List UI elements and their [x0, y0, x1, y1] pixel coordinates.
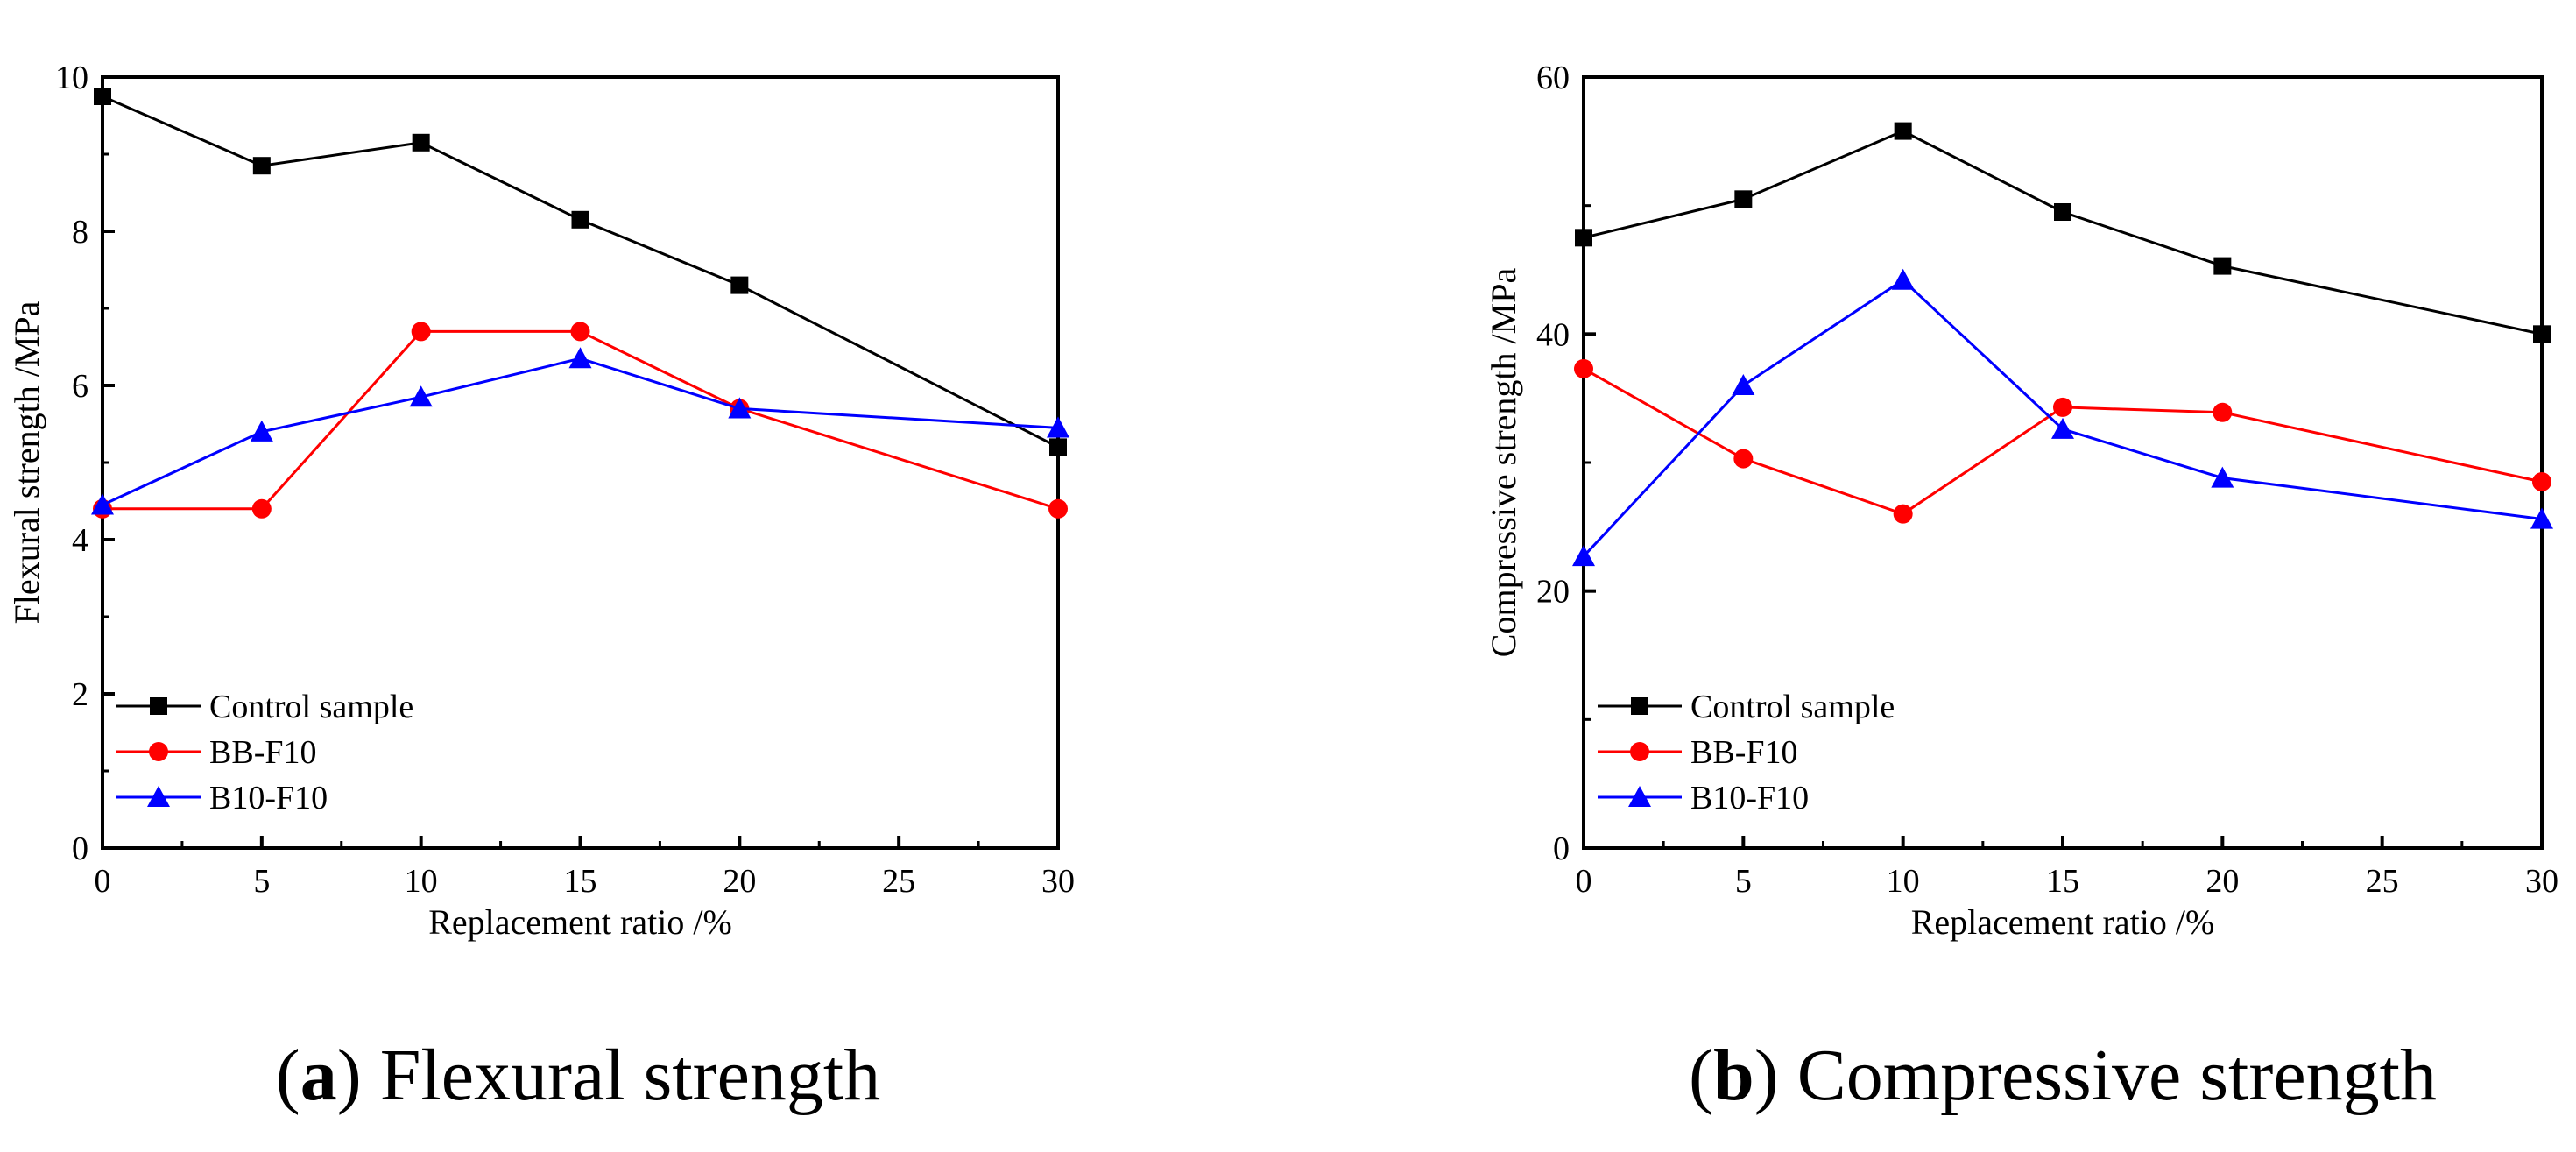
- series-line-1: [102, 329, 1059, 511]
- data-point: [412, 133, 430, 152]
- legend-label: Control sample: [209, 689, 413, 725]
- figure-caption: (b) Compressive strength: [1689, 1035, 2437, 1116]
- series-line-0: [1583, 129, 2543, 336]
- y-tick-label: 10: [55, 60, 88, 96]
- legend-marker: [1628, 786, 1651, 808]
- data-point: [571, 210, 589, 229]
- data-point: [1733, 449, 1754, 469]
- legend-marker: [1630, 742, 1649, 761]
- legend-label: BB-F10: [209, 734, 316, 771]
- data-point: [1734, 190, 1753, 208]
- legend-marker: [1631, 697, 1648, 715]
- data-point: [250, 420, 273, 442]
- caption-paren-open: (: [1689, 1035, 1713, 1116]
- data-point: [94, 88, 111, 105]
- plot-frame: [1582, 75, 2544, 850]
- x-tick-label: 30: [1041, 863, 1075, 900]
- legend-marker: [147, 786, 170, 808]
- data-point: [1894, 122, 1912, 140]
- series-line-2: [1582, 278, 2543, 558]
- data-point: [2213, 257, 2232, 275]
- y-tick-label: 40: [1536, 316, 1570, 353]
- data-point: [91, 493, 114, 515]
- series-line-1: [1583, 367, 2543, 516]
- caption-text: Flexural strength: [380, 1035, 881, 1116]
- data-point: [1574, 358, 1593, 378]
- caption-paren-close: ): [1754, 1035, 1797, 1116]
- x-tick-label: 20: [2205, 863, 2239, 900]
- legend-label: B10-F10: [1690, 780, 1809, 816]
- data-point: [1893, 504, 1913, 524]
- data-point: [2051, 417, 2074, 439]
- y-tick-label: 60: [1536, 60, 1570, 96]
- data-point: [2053, 397, 2072, 417]
- data-point: [2211, 466, 2234, 488]
- y-tick-label: 2: [72, 676, 88, 713]
- data-point: [2213, 402, 2233, 422]
- x-tick-label: 0: [95, 863, 111, 900]
- compressive-strength-chart: 0 5 10 15 20 25 30 0 20 40 60 Replacement ratio /% C…: [1484, 60, 2558, 1116]
- x-tick-label: 15: [2046, 863, 2079, 900]
- caption-paren-open: (: [276, 1035, 300, 1116]
- data-point: [409, 385, 433, 407]
- caption-letter: b: [1713, 1035, 1754, 1116]
- data-point: [728, 397, 752, 419]
- x-tick-label: 5: [253, 863, 270, 900]
- x-tick-label: 5: [1735, 863, 1752, 900]
- data-point: [1049, 438, 1067, 456]
- x-tick-label: 15: [564, 863, 597, 900]
- caption-letter: a: [300, 1035, 337, 1116]
- y-tick-label: 6: [72, 368, 88, 405]
- x-tick-label: 30: [2525, 863, 2558, 900]
- y-axis-label: Compressive strength /MPa: [1484, 268, 1523, 658]
- data-point: [2530, 507, 2553, 529]
- data-point: [1891, 268, 1915, 290]
- y-tick-label: 8: [72, 214, 88, 251]
- legend-label: B10-F10: [209, 780, 328, 816]
- data-point: [1575, 229, 1592, 247]
- series-line-2: [102, 357, 1059, 506]
- legend-label: Control sample: [1690, 689, 1895, 725]
- data-point: [730, 276, 749, 294]
- legend-marker: [149, 742, 168, 761]
- data-point: [1048, 498, 1068, 519]
- data-point: [251, 498, 272, 519]
- x-tick-label: 25: [882, 863, 915, 900]
- x-tick-label: 25: [2366, 863, 2399, 900]
- x-tick-label: 10: [1887, 863, 1920, 900]
- y-tick-label: 0: [1553, 830, 1570, 867]
- data-point: [1732, 374, 1755, 396]
- legend-marker: [150, 697, 167, 715]
- legend-label: BB-F10: [1690, 734, 1797, 771]
- data-point: [2054, 203, 2071, 221]
- series-line-0: [102, 95, 1059, 449]
- data-point: [2532, 472, 2551, 491]
- data-point: [1047, 416, 1069, 438]
- data-point: [252, 157, 271, 175]
- data-point: [570, 322, 590, 342]
- x-axis-label: Replacement ratio /%: [1911, 902, 2215, 942]
- x-tick-label: 0: [1576, 863, 1592, 900]
- data-point: [568, 347, 592, 369]
- caption-paren-close: ): [337, 1035, 380, 1116]
- y-tick-label: 0: [72, 830, 88, 867]
- figure-caption: (a) Flexural strength: [276, 1035, 881, 1116]
- x-tick-label: 10: [405, 863, 438, 900]
- data-point: [1572, 545, 1595, 567]
- x-tick-label: 20: [723, 863, 756, 900]
- x-axis-label: Replacement ratio /%: [428, 902, 732, 942]
- y-axis-label: Flexural strength /MPa: [7, 300, 46, 624]
- data-point: [411, 322, 431, 342]
- y-tick-label: 4: [72, 522, 88, 559]
- caption-text: Compressive strength: [1797, 1035, 2437, 1116]
- data-point: [2533, 325, 2551, 343]
- y-tick-label: 20: [1536, 574, 1570, 611]
